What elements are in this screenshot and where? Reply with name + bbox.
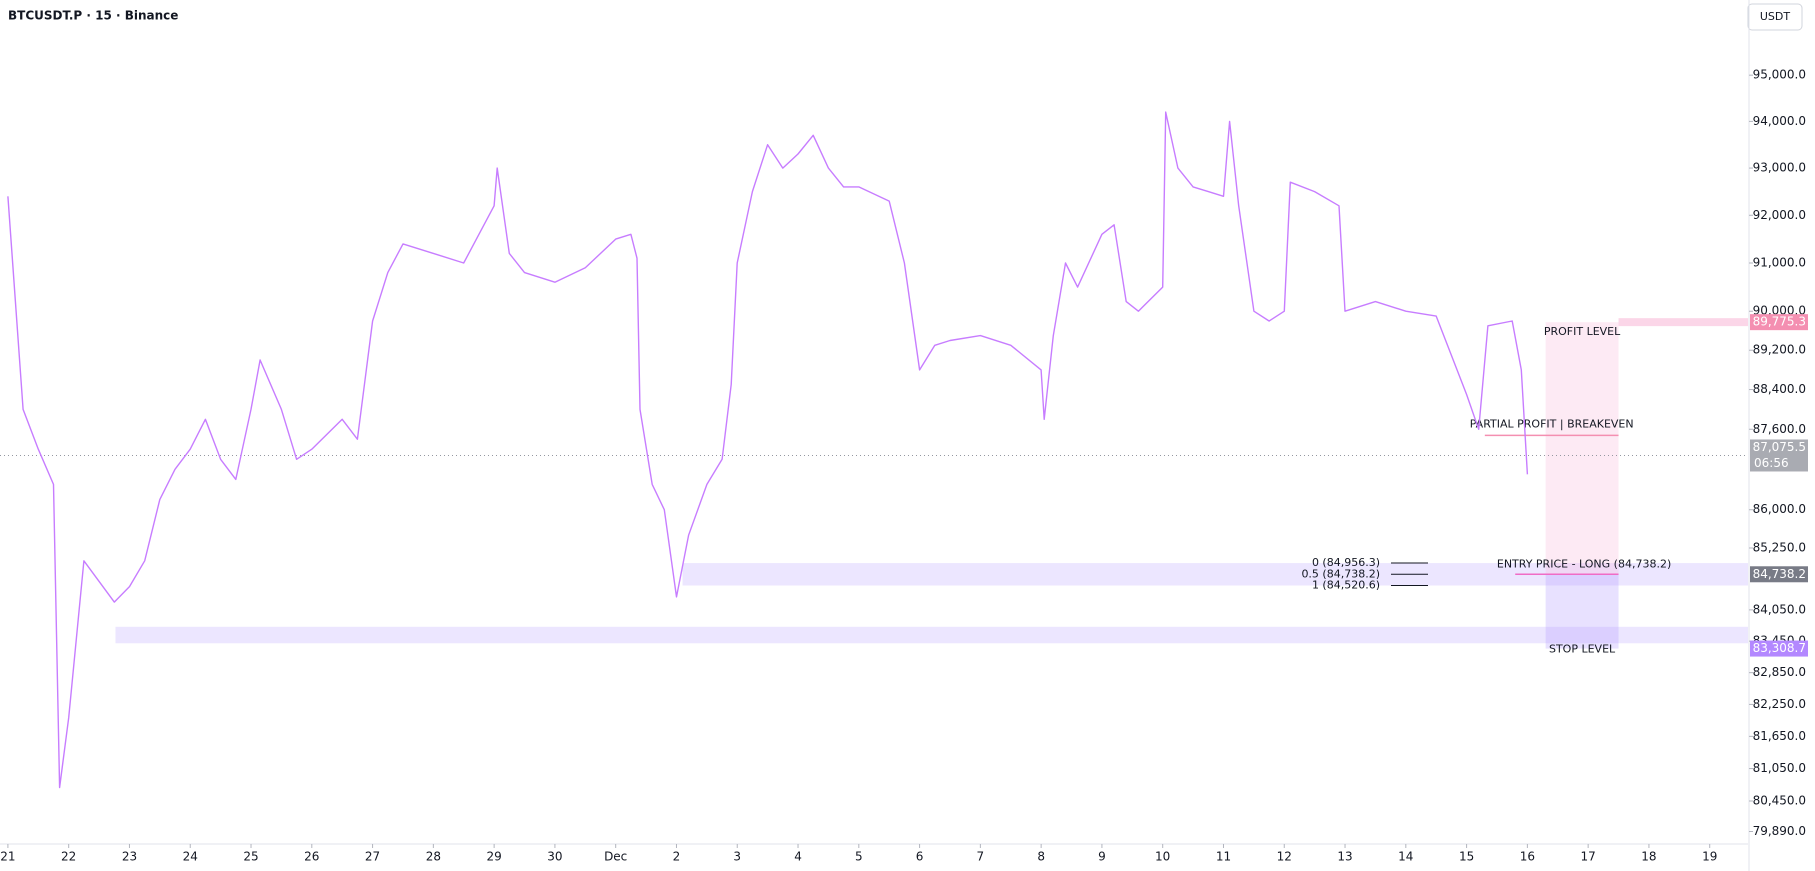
fib-level-label: 1 (84,520.6) (1312, 579, 1380, 592)
x-tick-label: 17 (1581, 850, 1596, 864)
currency-button-label[interactable]: USDT (1760, 10, 1791, 23)
y-tick-label: 95,000.0 (1753, 68, 1806, 82)
x-tick-label: 27 (365, 850, 380, 864)
stop-zone (1545, 574, 1619, 649)
x-tick-label: 3 (733, 850, 741, 864)
x-tick-label: 15 (1459, 850, 1474, 864)
x-tick-label: Dec (604, 850, 627, 864)
x-tick-label: 18 (1641, 850, 1656, 864)
y-tick-label: 81,650.0 (1753, 729, 1806, 743)
x-tick-label: 19 (1702, 850, 1717, 864)
stop-label: STOP LEVEL (1549, 643, 1616, 656)
y-tick-label: 91,000.0 (1753, 256, 1806, 270)
x-tick-label: 28 (426, 850, 441, 864)
y-tick-label: 87,600.0 (1753, 422, 1806, 436)
y-tick-label: 81,050.0 (1753, 761, 1806, 775)
stop-tag (1750, 640, 1808, 657)
x-tick-label: 24 (183, 850, 198, 864)
x-tick-label: 9 (1098, 850, 1106, 864)
symbol-header: BTCUSDT.P · 15 · Binance (8, 9, 178, 23)
y-tick-label: 82,850.0 (1753, 665, 1806, 679)
fib-level-label: 0.5 (84,738.2) (1301, 567, 1380, 580)
current-tag (1750, 439, 1808, 472)
entry-tag-label: 84,738.2 (1753, 567, 1806, 581)
y-tick-label: 84,050.0 (1753, 602, 1806, 616)
x-tick-label: 30 (547, 850, 562, 864)
profit-zone (1545, 322, 1619, 575)
x-tick-label: 10 (1155, 850, 1170, 864)
x-tick-label: 13 (1337, 850, 1352, 864)
x-tick-label: 16 (1520, 850, 1535, 864)
profit-label: PROFIT LEVEL (1544, 325, 1621, 338)
support-zone (115, 626, 1748, 644)
partial-label: PARTIAL PROFIT | BREAKEVEN (1470, 417, 1634, 430)
y-tick-label: 80,450.0 (1753, 794, 1806, 808)
fib-zone (682, 563, 1748, 586)
profit-tag-label: 89,775.3 (1753, 315, 1806, 329)
profit-tag (1750, 314, 1808, 331)
y-tick-label: 82,250.0 (1753, 697, 1806, 711)
x-tick-label: 21 (0, 850, 15, 864)
y-tick-label: 88,400.0 (1753, 382, 1806, 396)
x-tick-label: 7 (977, 850, 985, 864)
x-tick-label: 25 (243, 850, 258, 864)
currency-button[interactable] (1747, 3, 1803, 31)
entry-label: ENTRY PRICE - LONG (84,738.2) (1497, 557, 1671, 570)
y-tick-label: 86,000.0 (1753, 502, 1806, 516)
x-tick-label: 5 (855, 850, 863, 864)
y-tick-label: 79,890.0 (1753, 824, 1806, 838)
y-tick-label: 92,000.0 (1753, 208, 1806, 222)
x-tick-label: 29 (486, 850, 501, 864)
x-tick-label: 23 (122, 850, 137, 864)
y-tick-label: 94,000.0 (1753, 114, 1806, 128)
x-tick-label: 12 (1277, 850, 1292, 864)
y-tick-label: 85,250.0 (1753, 540, 1806, 554)
x-tick-label: 2 (673, 850, 681, 864)
x-tick-label: 11 (1216, 850, 1231, 864)
x-tick-label: 26 (304, 850, 319, 864)
x-tick-label: 8 (1037, 850, 1045, 864)
stop-tag-label: 83,308.7 (1753, 641, 1806, 655)
y-tick-label: 93,000.0 (1753, 161, 1806, 175)
x-tick-label: 22 (61, 850, 76, 864)
price-line (7, 111, 1529, 789)
entry-tag (1750, 566, 1808, 583)
x-tick-label: 4 (794, 850, 802, 864)
fib-level-label: 0 (84,956.3) (1312, 556, 1380, 569)
current-tag-label: 87,075.5 (1753, 440, 1806, 454)
countdown-label: 06:56 (1754, 456, 1789, 470)
x-tick-label: 14 (1398, 850, 1413, 864)
x-tick-label: 6 (916, 850, 924, 864)
y-tick-label: 89,200.0 (1753, 343, 1806, 357)
